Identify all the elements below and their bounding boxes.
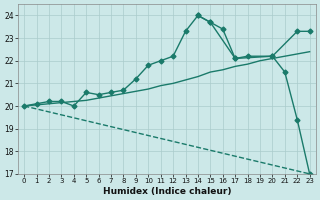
X-axis label: Humidex (Indice chaleur): Humidex (Indice chaleur) (103, 187, 231, 196)
